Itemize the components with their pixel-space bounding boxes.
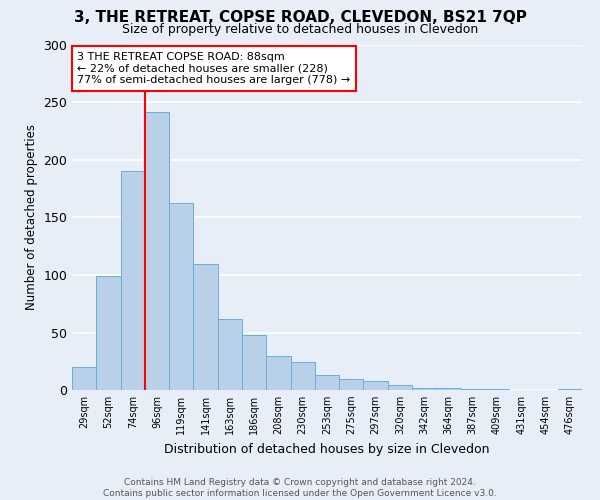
Bar <box>96 276 121 390</box>
Bar <box>485 389 509 390</box>
Bar <box>339 378 364 390</box>
Bar <box>72 367 96 390</box>
Bar <box>364 381 388 390</box>
Bar <box>388 386 412 390</box>
Bar <box>121 172 145 390</box>
Bar <box>145 112 169 390</box>
Bar <box>242 335 266 390</box>
Bar <box>218 318 242 390</box>
Text: 3, THE RETREAT, COPSE ROAD, CLEVEDON, BS21 7QP: 3, THE RETREAT, COPSE ROAD, CLEVEDON, BS… <box>74 10 526 25</box>
Bar <box>290 362 315 390</box>
Bar <box>461 389 485 390</box>
Bar <box>436 388 461 390</box>
Bar <box>315 375 339 390</box>
Bar <box>412 388 436 390</box>
X-axis label: Distribution of detached houses by size in Clevedon: Distribution of detached houses by size … <box>164 442 490 456</box>
Bar <box>558 389 582 390</box>
Bar <box>169 202 193 390</box>
Text: 3 THE RETREAT COPSE ROAD: 88sqm
← 22% of detached houses are smaller (228)
77% o: 3 THE RETREAT COPSE ROAD: 88sqm ← 22% of… <box>77 52 350 85</box>
Text: Size of property relative to detached houses in Clevedon: Size of property relative to detached ho… <box>122 22 478 36</box>
Bar <box>193 264 218 390</box>
Text: Contains HM Land Registry data © Crown copyright and database right 2024.
Contai: Contains HM Land Registry data © Crown c… <box>103 478 497 498</box>
Y-axis label: Number of detached properties: Number of detached properties <box>25 124 38 310</box>
Bar <box>266 356 290 390</box>
